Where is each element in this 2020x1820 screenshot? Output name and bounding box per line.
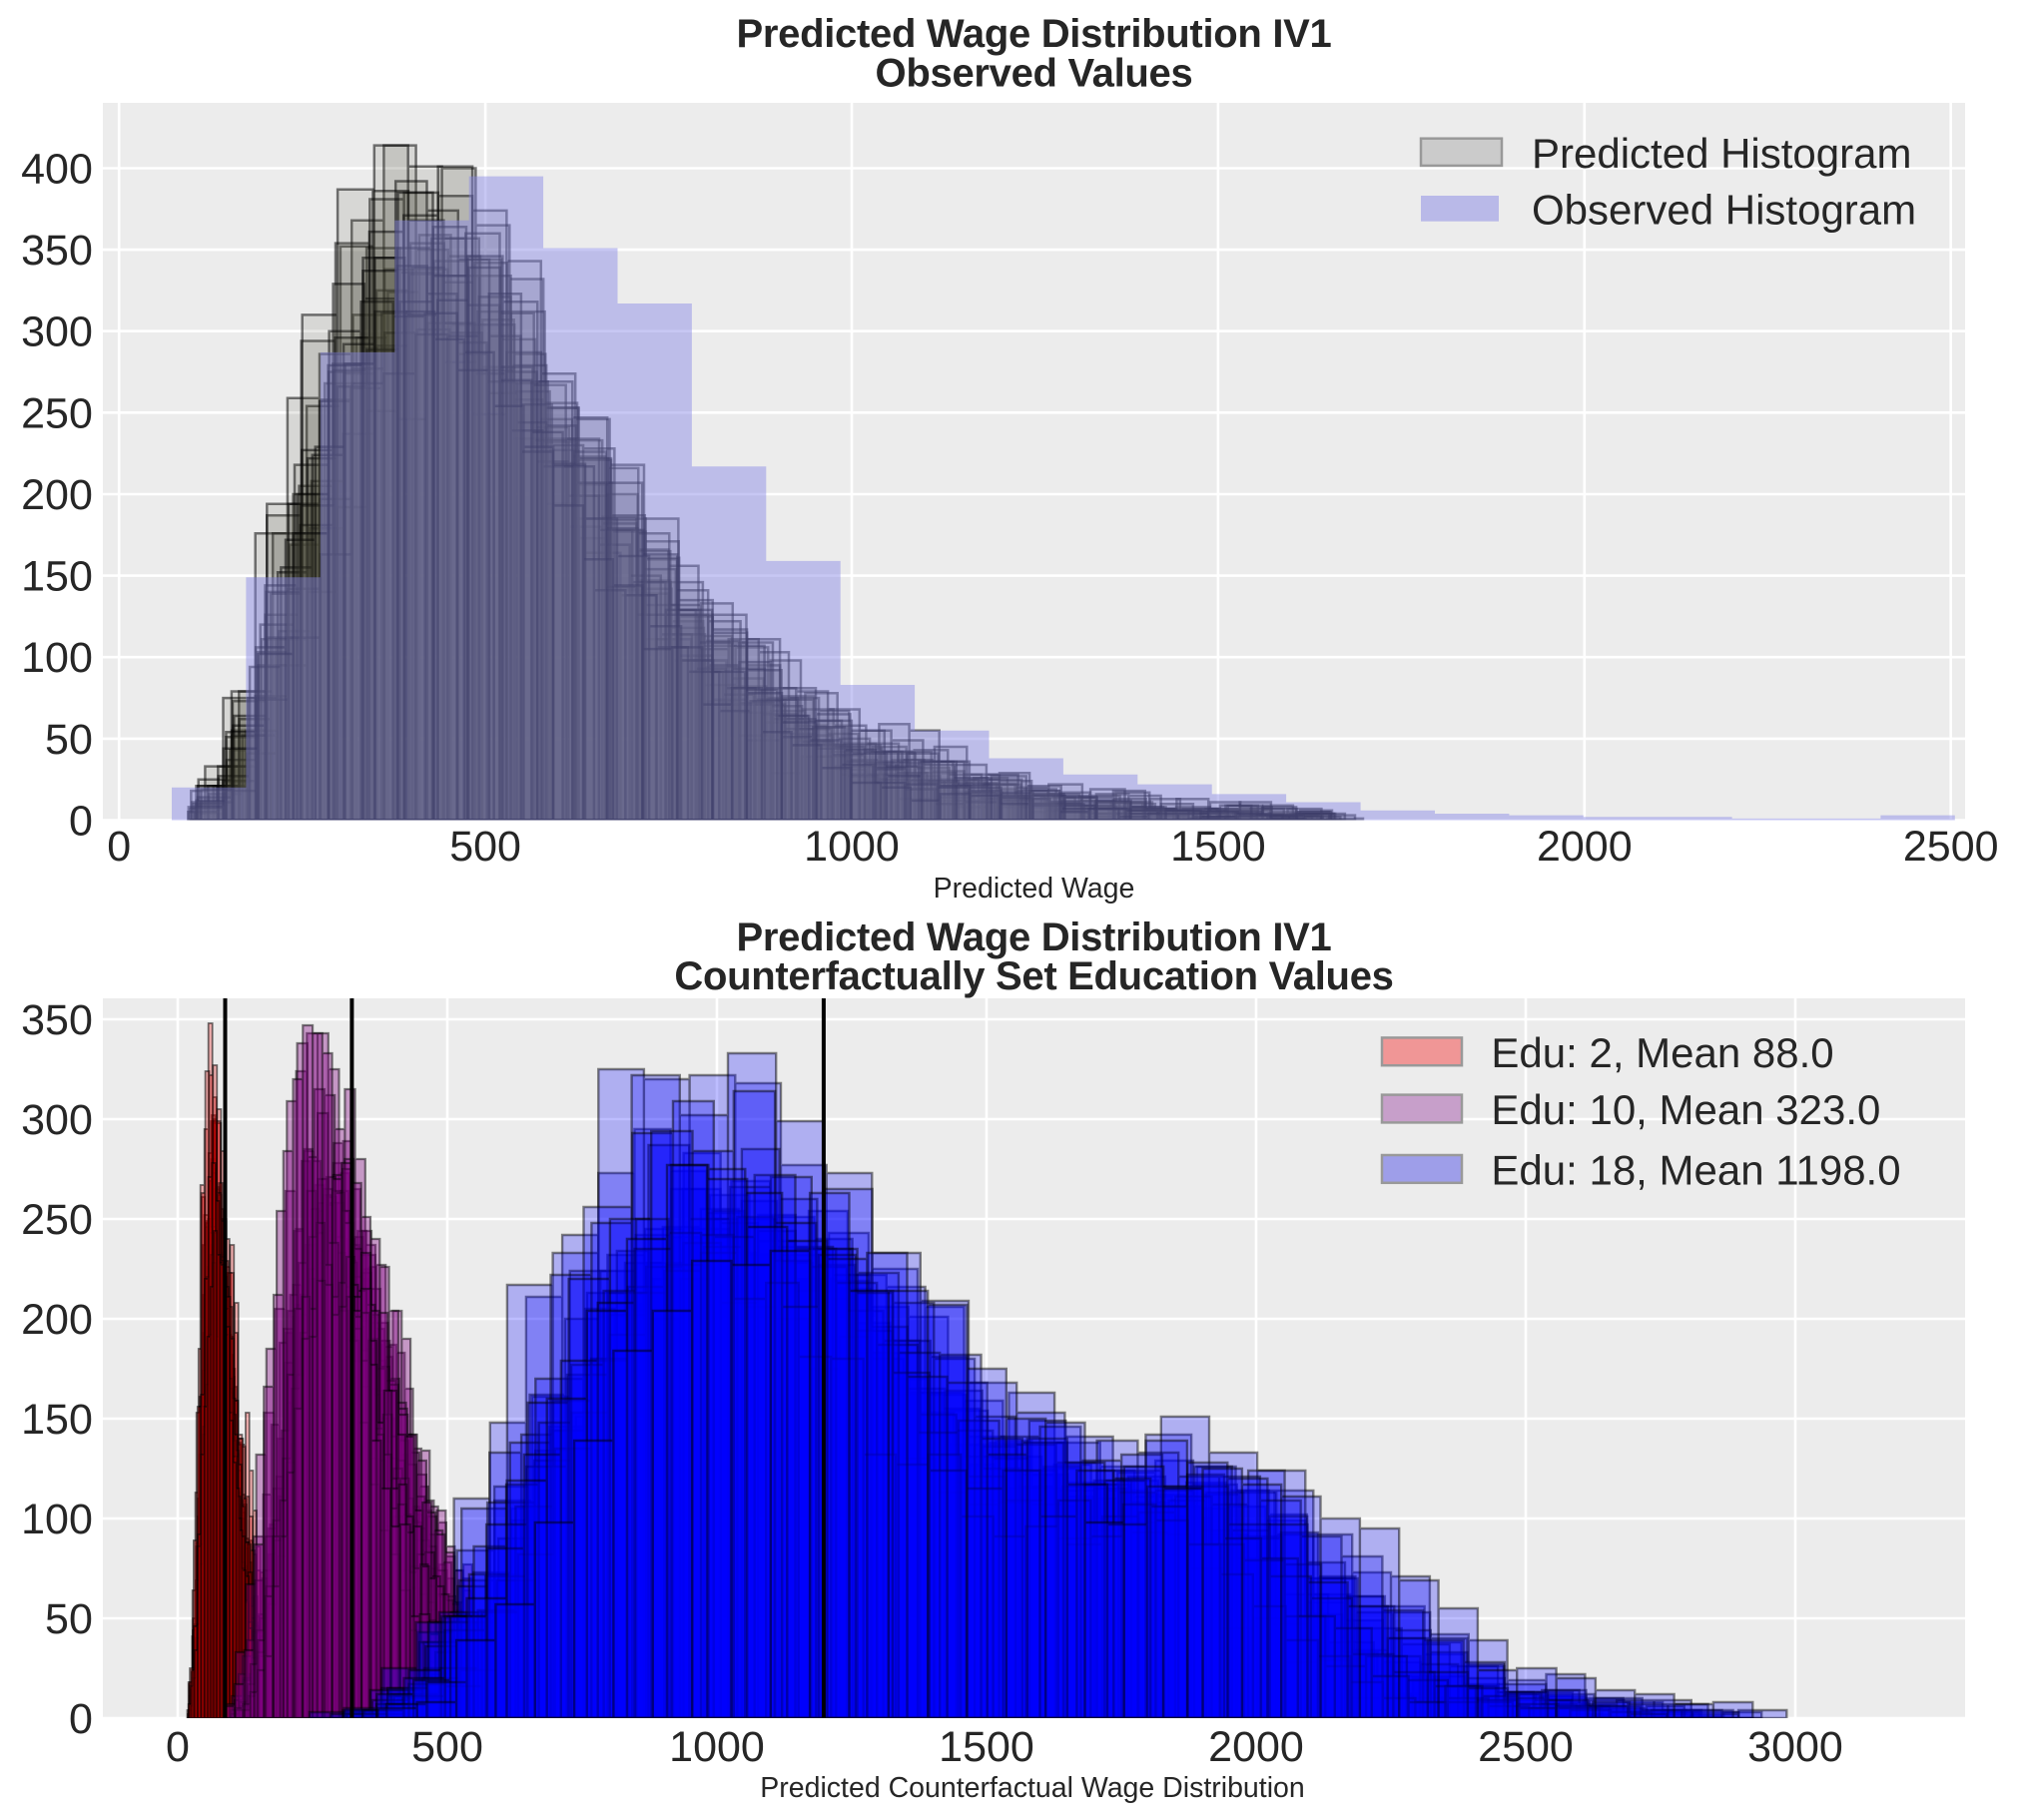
svg-text:150: 150 bbox=[21, 553, 93, 601]
svg-text:2000: 2000 bbox=[1208, 1723, 1304, 1771]
svg-text:Observed Values: Observed Values bbox=[876, 52, 1193, 96]
svg-text:350: 350 bbox=[21, 996, 93, 1044]
svg-text:200: 200 bbox=[21, 1296, 93, 1344]
svg-text:Predicted Histogram: Predicted Histogram bbox=[1532, 130, 1911, 177]
svg-text:Predicted Counterfactual Wage: Predicted Counterfactual Wage Distributi… bbox=[760, 1772, 1304, 1804]
svg-text:100: 100 bbox=[21, 634, 93, 682]
svg-text:Edu: 18, Mean 1198.0: Edu: 18, Mean 1198.0 bbox=[1491, 1147, 1900, 1194]
svg-text:50: 50 bbox=[45, 716, 93, 764]
svg-text:200: 200 bbox=[21, 471, 93, 519]
svg-text:300: 300 bbox=[21, 1096, 93, 1144]
svg-text:500: 500 bbox=[449, 823, 521, 871]
svg-text:Edu: 10, Mean 323.0: Edu: 10, Mean 323.0 bbox=[1491, 1086, 1880, 1133]
svg-text:1500: 1500 bbox=[939, 1723, 1034, 1771]
svg-text:250: 250 bbox=[21, 1196, 93, 1244]
svg-text:150: 150 bbox=[21, 1396, 93, 1444]
svg-text:400: 400 bbox=[21, 146, 93, 194]
svg-text:500: 500 bbox=[411, 1723, 483, 1771]
svg-text:Predicted Wage Distribution IV: Predicted Wage Distribution IV1 bbox=[737, 12, 1332, 56]
svg-text:Observed Histogram: Observed Histogram bbox=[1532, 187, 1916, 234]
svg-text:0: 0 bbox=[166, 1723, 190, 1771]
svg-text:0: 0 bbox=[69, 798, 93, 846]
svg-text:1000: 1000 bbox=[669, 1723, 765, 1771]
svg-text:2500: 2500 bbox=[1903, 823, 1999, 871]
svg-text:300: 300 bbox=[21, 308, 93, 356]
svg-text:1000: 1000 bbox=[804, 823, 900, 871]
svg-text:3000: 3000 bbox=[1747, 1723, 1843, 1771]
svg-text:Edu: 2, Mean 88.0: Edu: 2, Mean 88.0 bbox=[1491, 1029, 1833, 1076]
svg-text:0: 0 bbox=[107, 823, 131, 871]
svg-text:350: 350 bbox=[21, 227, 93, 275]
svg-text:250: 250 bbox=[21, 389, 93, 437]
svg-text:2500: 2500 bbox=[1478, 1723, 1574, 1771]
svg-text:Predicted Wage: Predicted Wage bbox=[934, 873, 1135, 905]
svg-text:Counterfactually Set Education: Counterfactually Set Education Values bbox=[674, 954, 1393, 998]
svg-text:1500: 1500 bbox=[1170, 823, 1266, 871]
svg-text:2000: 2000 bbox=[1537, 823, 1633, 871]
svg-text:50: 50 bbox=[45, 1595, 93, 1643]
svg-text:100: 100 bbox=[21, 1496, 93, 1543]
svg-text:Predicted Wage Distribution IV: Predicted Wage Distribution IV1 bbox=[737, 915, 1332, 959]
svg-text:0: 0 bbox=[69, 1695, 93, 1743]
